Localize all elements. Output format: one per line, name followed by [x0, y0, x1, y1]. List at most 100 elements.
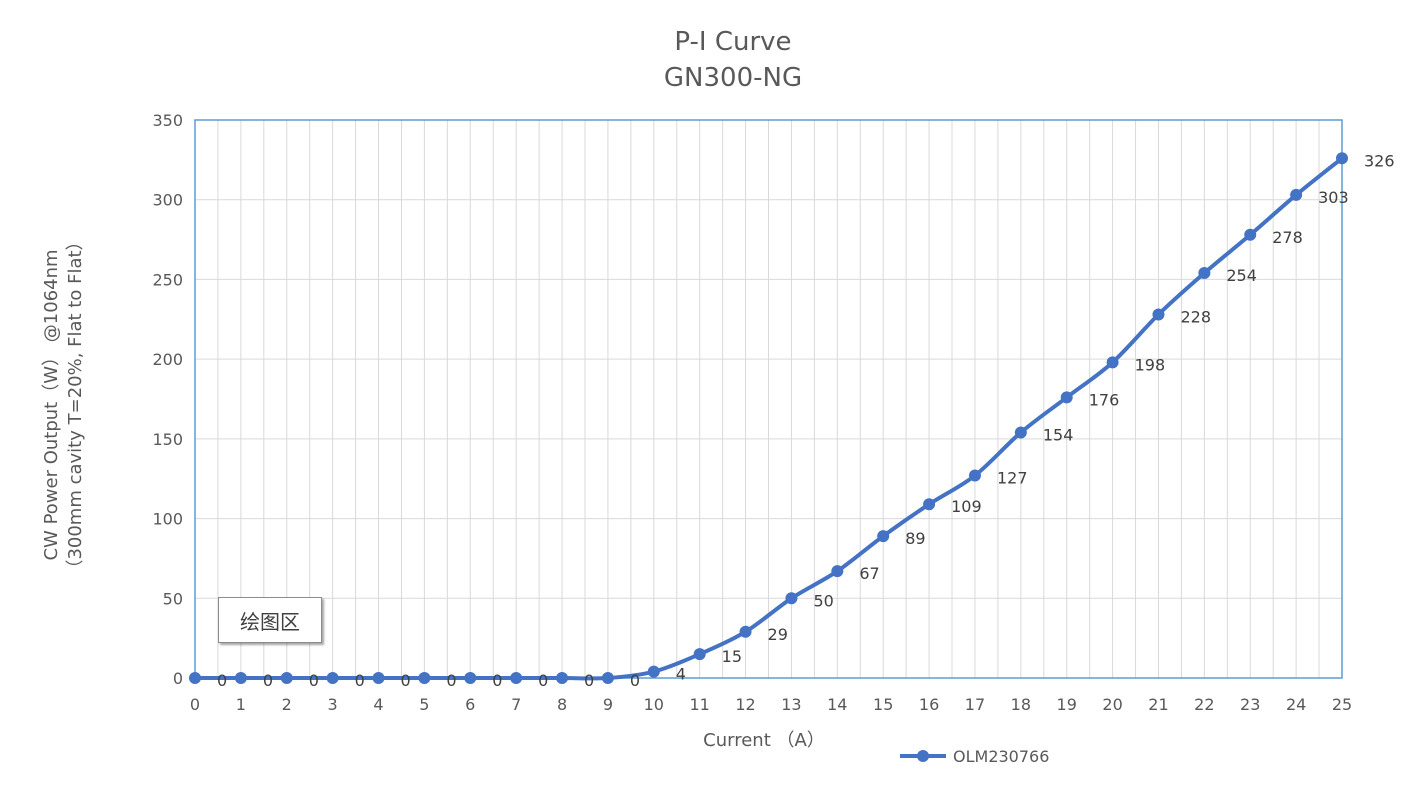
data-label: 176 — [1089, 390, 1120, 409]
data-point — [189, 672, 201, 684]
data-label: 0 — [446, 671, 456, 690]
data-label: 50 — [813, 591, 833, 610]
y-axis-title-group: CW Power Output（W） @1064nm （300mm cavity… — [41, 232, 86, 577]
data-label: 278 — [1272, 228, 1303, 247]
data-point — [1060, 391, 1073, 404]
x-tick-label: 5 — [419, 695, 429, 714]
data-label: 15 — [722, 647, 742, 666]
x-tick-label: 13 — [781, 695, 801, 714]
data-point — [280, 672, 293, 684]
x-tick-label: 19 — [1057, 695, 1077, 714]
y-tick-label: 200 — [152, 350, 183, 369]
data-point — [234, 672, 247, 684]
chart-title-line1: P-I Curve — [674, 27, 791, 57]
x-tick-label: 15 — [873, 695, 893, 714]
x-tick-label: 12 — [735, 695, 755, 714]
x-tick-label: 23 — [1240, 695, 1260, 714]
x-tick-label: 7 — [511, 695, 521, 714]
data-point — [739, 625, 752, 638]
data-point — [1014, 426, 1027, 439]
x-tick-label: 16 — [919, 695, 939, 714]
chart-title-line2: GN300-NG — [664, 63, 802, 93]
data-label: 198 — [1135, 355, 1166, 374]
y-tick-label: 350 — [152, 111, 183, 130]
data-label: 0 — [263, 671, 273, 690]
x-tick-label: 25 — [1332, 695, 1352, 714]
x-tick-label: 10 — [644, 695, 664, 714]
data-label: 228 — [1180, 308, 1211, 327]
y-axis-title-line2: （300mm cavity T=20%, Flat to Flat） — [65, 232, 86, 577]
x-tick-label: 17 — [965, 695, 985, 714]
data-point — [785, 592, 798, 605]
grid-layer — [195, 120, 1342, 678]
data-label: 67 — [859, 564, 879, 583]
data-point — [372, 672, 385, 684]
x-tick-label: 2 — [282, 695, 292, 714]
data-label: 0 — [630, 671, 640, 690]
y-tick-label: 100 — [152, 510, 183, 529]
data-point — [1152, 308, 1165, 321]
data-label: 127 — [997, 469, 1028, 488]
data-point — [1106, 356, 1119, 369]
y-tick-label: 0 — [173, 669, 183, 688]
x-tick-label: 21 — [1148, 695, 1168, 714]
x-tick-label: 4 — [373, 695, 383, 714]
x-axis-title: Current （A） — [703, 730, 825, 751]
data-point — [418, 672, 431, 684]
series-layer — [189, 152, 1348, 684]
x-tick-label: 18 — [1011, 695, 1031, 714]
data-point — [1244, 228, 1257, 241]
legend-marker-swatch — [917, 750, 929, 762]
x-tick-label: 22 — [1194, 695, 1214, 714]
x-tick-label: 6 — [465, 695, 475, 714]
y-tick-label: 300 — [152, 191, 183, 210]
plot-area-tooltip: 绘图区 — [218, 597, 322, 643]
data-point — [647, 665, 660, 678]
data-point — [693, 648, 706, 661]
data-point — [1290, 188, 1303, 201]
data-label: 0 — [538, 671, 548, 690]
data-point — [968, 469, 981, 482]
plot-area-border — [194, 119, 1343, 679]
data-label: 0 — [309, 671, 319, 690]
data-point — [556, 672, 569, 684]
legend: OLM230766 — [900, 747, 1049, 766]
y-tick-label: 150 — [152, 430, 183, 449]
data-point — [510, 672, 523, 684]
data-point — [877, 530, 890, 543]
data-label: 109 — [951, 497, 982, 516]
x-tick-label: 9 — [603, 695, 613, 714]
data-label: 89 — [905, 529, 925, 548]
x-tick-label: 0 — [190, 695, 200, 714]
data-point — [601, 672, 614, 684]
data-point — [1336, 152, 1348, 165]
data-label: 326 — [1364, 151, 1395, 170]
x-tick-label: 8 — [557, 695, 567, 714]
data-label-layer: 0 0 0 0 0 0 0 0 0 0 4 15 29 50 67 89 109 127 154 176 198 228 2… — [217, 151, 1395, 690]
data-label: 154 — [1043, 425, 1074, 444]
x-tick-label: 20 — [1102, 695, 1122, 714]
x-tick-label: 3 — [328, 695, 338, 714]
x-tick-label: 24 — [1286, 695, 1306, 714]
data-point — [326, 672, 339, 684]
data-label: 4 — [676, 665, 686, 684]
legend-label: OLM230766 — [953, 747, 1049, 766]
x-tick-label: 1 — [236, 695, 246, 714]
x-tick-label: 14 — [827, 695, 847, 714]
data-label: 0 — [584, 671, 594, 690]
data-label: 0 — [401, 671, 411, 690]
data-point — [923, 498, 936, 511]
data-point — [464, 672, 477, 684]
data-label: 29 — [768, 625, 788, 644]
data-point — [1198, 267, 1211, 280]
y-axis-title-line1: CW Power Output（W） @1064nm — [41, 249, 62, 560]
y-tick-label: 50 — [163, 589, 183, 608]
y-tick-label: 250 — [152, 270, 183, 289]
data-label: 0 — [355, 671, 365, 690]
x-tick-label: 11 — [690, 695, 710, 714]
data-label: 0 — [492, 671, 502, 690]
data-label: 254 — [1226, 266, 1257, 285]
